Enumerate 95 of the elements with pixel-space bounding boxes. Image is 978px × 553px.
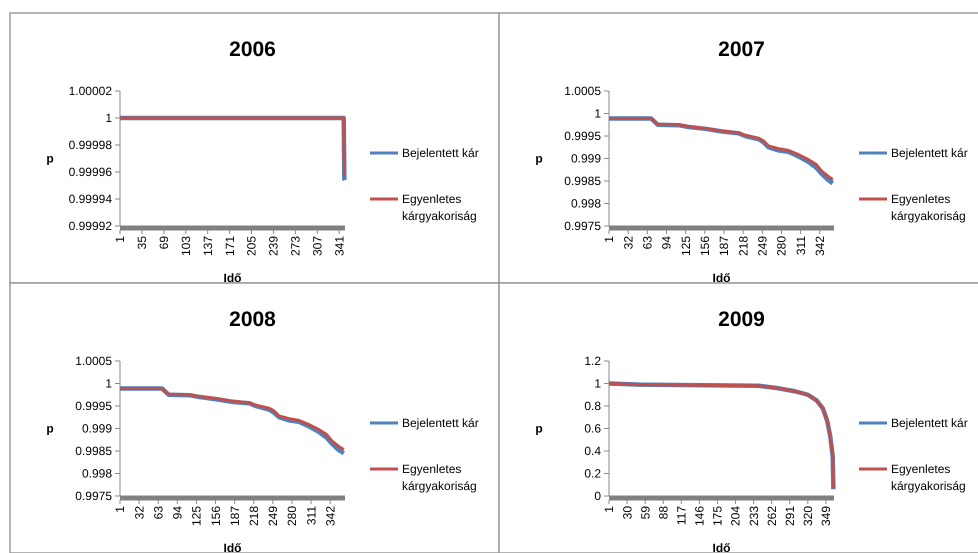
x-tick-label: 187 [717, 236, 732, 256]
y-axis-title: p [46, 152, 54, 166]
x-tick-label: 280 [285, 506, 300, 526]
y-tick-label: 0.9995 [564, 129, 602, 144]
x-tick-label: 59 [638, 506, 652, 520]
x-tick-label: 156 [698, 236, 712, 256]
x-tick-label: 291 [782, 506, 797, 526]
legend-label: Bejelentett kár [891, 146, 968, 160]
y-tick-label: 0.999 [570, 152, 602, 166]
x-tick-label: 205 [244, 236, 259, 256]
legend-label: Egyenletes kárgyakoriság [402, 192, 477, 223]
x-tick-label: 156 [208, 506, 223, 526]
y-tick-label: 0.998 [570, 196, 602, 211]
x-tick-label: 233 [746, 506, 761, 526]
y-tick-label: 0 [594, 489, 602, 504]
y-tick-label: 1.0005 [564, 84, 602, 98]
x-tick-label: 349 [819, 506, 834, 526]
x-tick-label: 30 [620, 506, 634, 520]
x-tick-label: 1 [602, 506, 616, 513]
legend-label: Egyenletes kárgyakoriság [891, 462, 966, 493]
y-tick-label: 0.2 [584, 466, 602, 481]
y-axis-title: p [46, 422, 54, 436]
x-tick-label: 103 [178, 236, 193, 256]
legend-label: Egyenletes kárgyakoriság [402, 462, 477, 493]
y-tick-label: 0.99992 [68, 219, 112, 234]
x-axis-title: Idő [712, 271, 730, 285]
x-tick-label: 63 [151, 506, 166, 520]
y-tick-label: 0.8 [584, 399, 602, 414]
y-tick-label: 1 [594, 106, 602, 121]
y-tick-label: 0.99998 [68, 138, 112, 152]
y-tick-label: 0.9985 [564, 174, 602, 188]
x-tick-label: 125 [190, 506, 204, 526]
x-tick-label: 171 [222, 236, 237, 256]
x-tick-label: 146 [692, 506, 707, 526]
x-tick-label: 249 [755, 236, 770, 256]
x-tick-label: 63 [640, 236, 655, 250]
y-axis-title: p [535, 422, 543, 436]
x-tick-label: 273 [288, 236, 303, 256]
x-tick-label: 1 [113, 236, 128, 243]
y-tick-label: 0.999 [82, 422, 112, 436]
x-tick-label: 341 [332, 236, 346, 256]
y-tick-label: 1 [105, 111, 112, 126]
x-axis-title: Idő [712, 541, 730, 553]
x-tick-label: 311 [304, 506, 318, 526]
y-tick-label: 1 [594, 376, 602, 391]
y-tick-label: 0.99994 [68, 192, 112, 206]
y-tick-label: 1.0005 [75, 354, 112, 368]
x-axis-title: Idő [224, 541, 242, 553]
y-tick-label: 0.9985 [75, 444, 112, 458]
y-tick-label: 1.00002 [68, 84, 112, 98]
x-tick-label: 32 [132, 506, 146, 520]
x-tick-label: 35 [135, 236, 150, 250]
legend-label: Bejelentett kár [402, 416, 479, 430]
x-tick-label: 69 [157, 236, 172, 250]
chart-title: 2006 [229, 38, 276, 61]
x-tick-label: 125 [678, 236, 693, 256]
x-tick-label: 137 [200, 236, 215, 256]
legend-label: Bejelentett kár [402, 146, 479, 160]
x-tick-label: 32 [621, 236, 636, 250]
x-tick-label: 239 [266, 236, 281, 256]
x-tick-label: 175 [710, 506, 725, 526]
x-tick-label: 1 [602, 236, 616, 243]
chart-title: 2007 [718, 38, 765, 61]
y-axis-title: p [535, 152, 543, 166]
legend-label: Bejelentett kár [891, 416, 968, 430]
legend-label: Egyenletes kárgyakoriság [891, 192, 966, 223]
x-tick-label: 1 [113, 506, 128, 513]
y-tick-label: 0.99996 [68, 165, 112, 180]
x-tick-label: 94 [660, 236, 674, 250]
y-tick-label: 0.998 [82, 466, 112, 481]
y-tick-label: 0.9995 [75, 399, 112, 414]
y-tick-label: 1.2 [584, 354, 602, 368]
x-tick-label: 320 [801, 506, 816, 526]
x-tick-label: 117 [674, 506, 688, 526]
x-tick-label: 218 [246, 506, 261, 526]
x-tick-label: 204 [728, 506, 743, 526]
x-tick-label: 94 [170, 506, 185, 520]
x-tick-label: 307 [310, 236, 324, 256]
y-tick-label: 0.9975 [564, 219, 602, 234]
x-tick-label: 342 [323, 506, 338, 526]
x-tick-label: 187 [228, 506, 242, 526]
x-tick-label: 342 [812, 236, 827, 256]
chart-title: 2009 [718, 308, 765, 331]
y-tick-label: 1 [105, 376, 112, 391]
x-tick-label: 88 [656, 506, 670, 520]
x-tick-label: 262 [764, 506, 779, 526]
x-tick-label: 218 [736, 236, 750, 256]
y-tick-label: 0.6 [584, 422, 602, 436]
x-axis-title: Idő [224, 271, 242, 285]
y-tick-label: 0.9975 [75, 489, 112, 504]
chart-title: 2008 [229, 308, 276, 331]
y-tick-label: 0.4 [584, 444, 602, 458]
x-tick-label: 280 [774, 236, 789, 256]
x-tick-label: 249 [266, 506, 280, 526]
x-tick-label: 311 [794, 236, 808, 256]
